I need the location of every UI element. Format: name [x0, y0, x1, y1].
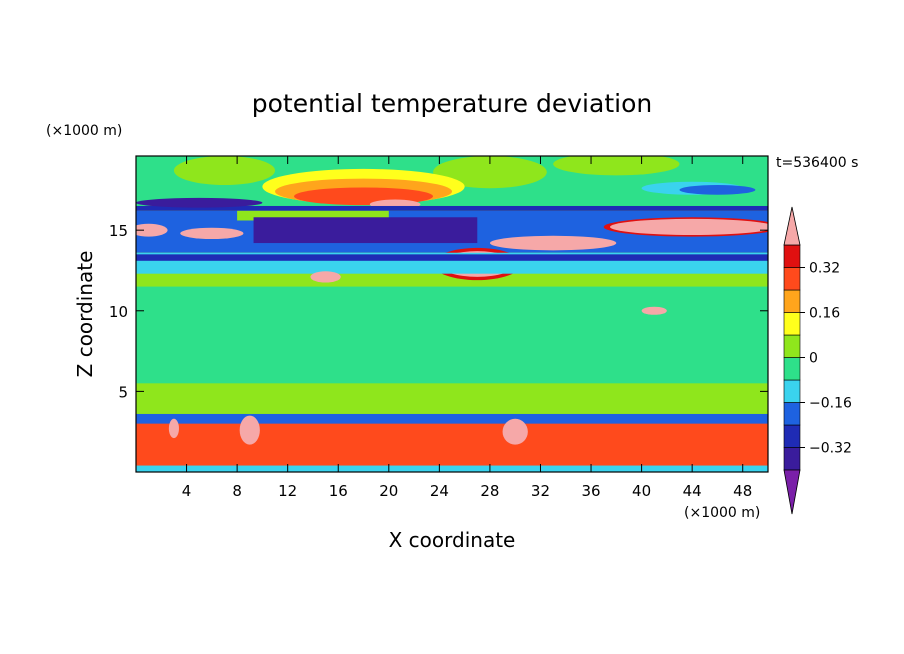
x-tick-label: 8 — [232, 482, 242, 500]
x-tick-label: 44 — [683, 482, 702, 500]
x-axis-label: X coordinate — [389, 528, 516, 552]
contour-region-3 — [433, 156, 547, 189]
colorbar-band — [783, 424, 801, 448]
colorbar-band — [783, 312, 801, 336]
colorbar-band — [783, 357, 801, 381]
contour-region-26 — [310, 271, 341, 283]
colorbar-extend-top — [783, 206, 801, 246]
colorbar-tick-label: −0.16 — [809, 396, 852, 412]
colorbar-band — [783, 289, 801, 313]
contour-region-21 — [489, 235, 617, 251]
contour-region-18 — [180, 227, 244, 240]
contour-region-31 — [239, 415, 260, 445]
plot-frame — [135, 155, 769, 473]
contour-region-13 — [136, 197, 263, 208]
contour-region-15 — [237, 210, 389, 221]
x-tick-label: 12 — [278, 482, 297, 500]
contour-region-4 — [553, 156, 680, 176]
x-tick-label: 40 — [632, 482, 651, 500]
colorbar-band — [783, 267, 801, 291]
y-tick-label: 5 — [118, 383, 128, 401]
colorbar-band — [783, 402, 801, 426]
x-tick-label: 48 — [733, 482, 752, 500]
y-tick-label: 10 — [109, 303, 128, 321]
x-tick-label: 32 — [531, 482, 550, 500]
contour-region-25 — [136, 254, 768, 261]
colorbar-band — [783, 379, 801, 403]
colorbar-band — [783, 447, 801, 471]
colorbar-extend-bottom — [783, 469, 801, 515]
y-axis-label: Z coordinate — [73, 251, 97, 378]
colorbar-tick-label: 0 — [809, 351, 818, 367]
contour-region-20 — [610, 218, 768, 235]
chart-title: potential temperature deviation — [252, 89, 652, 118]
x-tick-label: 16 — [329, 482, 348, 500]
colorbar-band — [783, 244, 801, 268]
contour-region-30 — [136, 465, 768, 472]
contour-region-12 — [136, 205, 768, 211]
contour-region-29 — [136, 423, 768, 468]
contour-region-33 — [168, 418, 179, 439]
contour-region-2 — [136, 286, 768, 384]
contour-region-17 — [136, 223, 168, 237]
x-axis-ticks: 4 8 12 16 20 24 28 32 36 40 44 48 — [182, 156, 752, 500]
contour-region-16 — [253, 217, 478, 244]
x-tick-label: 28 — [480, 482, 499, 500]
colorbar: 0.32 0.16 0 −0.16 −0.32 — [783, 206, 852, 515]
time-label: t=536400 s — [776, 155, 858, 171]
colorbar-tick-label: −0.32 — [809, 441, 852, 457]
colorbar-tick-label: 0.16 — [809, 306, 840, 322]
heatmap-field — [136, 156, 768, 472]
contour-region-27 — [641, 306, 667, 315]
contour-region-32 — [502, 418, 528, 445]
y-tick-label: 15 — [109, 222, 128, 240]
y-axis-ticks: 5 10 15 — [109, 222, 768, 401]
y-unit-label: (×1000 m) — [46, 123, 122, 139]
x-unit-label: (×1000 m) — [684, 505, 760, 521]
x-tick-label: 24 — [430, 482, 449, 500]
contour-region-5 — [173, 156, 276, 186]
colorbar-tick-label: 0.32 — [809, 261, 840, 277]
contour-region-11 — [679, 185, 756, 195]
x-tick-label: 36 — [581, 482, 600, 500]
x-tick-label: 4 — [182, 482, 192, 500]
colorbar-band — [783, 334, 801, 358]
x-tick-label: 20 — [379, 482, 398, 500]
